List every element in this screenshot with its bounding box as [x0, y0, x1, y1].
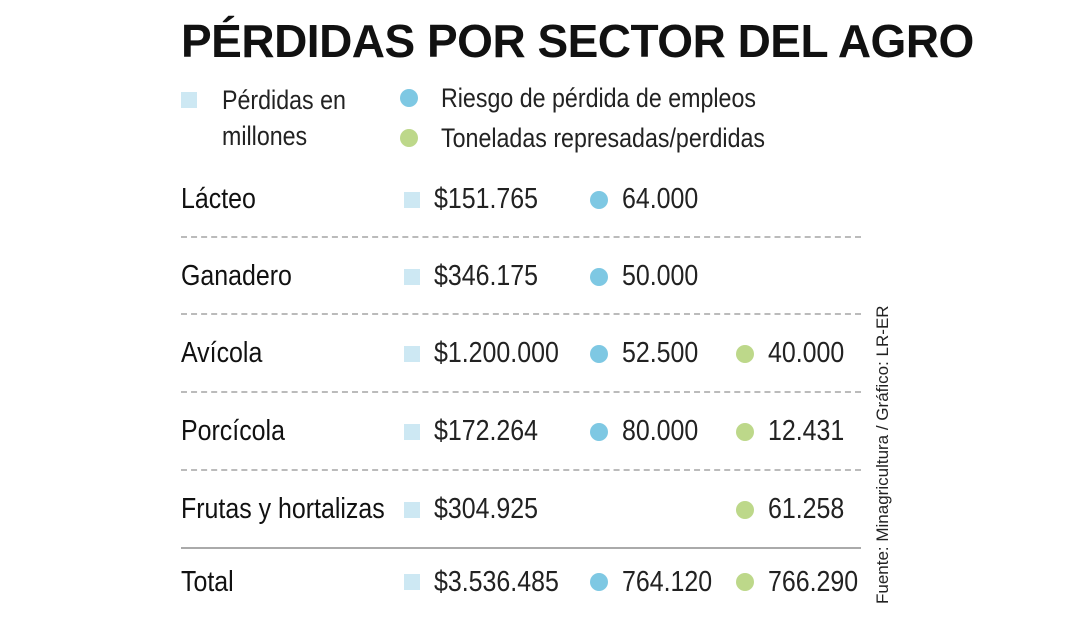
row-divider	[181, 236, 861, 238]
losses-cell: $1.200.000	[404, 315, 579, 392]
jobs-cell: 764.120	[590, 545, 727, 619]
square-marker	[404, 345, 420, 362]
blue-dot	[590, 344, 608, 363]
table-row: Frutas y hortalizas $304.925 61.258	[181, 471, 861, 548]
tons-value: 61.258	[768, 493, 845, 525]
square-marker	[404, 501, 420, 518]
tons-cell: 61.258	[736, 471, 857, 548]
blue-dot	[590, 267, 608, 286]
legend-tons-label: Toneladas represadas/perdidas	[441, 123, 766, 153]
tons-value: 40.000	[768, 337, 845, 369]
green-dot	[736, 344, 754, 363]
tons-cell: 766.290	[736, 545, 873, 619]
losses-cell: $151.765	[404, 161, 555, 238]
table-row: Porcícola $172.264 80.000 12.431	[181, 393, 861, 470]
sector-label: Frutas y hortalizas	[181, 493, 385, 525]
jobs-cell: 50.000	[590, 238, 711, 315]
legend-jobs-dot	[400, 89, 418, 107]
jobs-value: 764.120	[622, 565, 713, 598]
total-divider	[181, 547, 861, 549]
losses-value: $151.765	[434, 183, 539, 215]
total-row: Total $3.536.485 764.120 766.290	[181, 545, 861, 619]
chart-title: PÉRDIDAS POR SECTOR DEL AGRO	[181, 15, 974, 67]
green-dot	[736, 500, 754, 519]
jobs-value: 52.500	[622, 337, 699, 369]
table-row: Ganadero $346.175 50.000	[181, 238, 861, 315]
blue-dot	[590, 422, 608, 441]
legend-tons-dot	[400, 129, 418, 147]
losses-value: $1.200.000	[434, 337, 559, 369]
tons-cell: 12.431	[736, 393, 857, 470]
sector-label: Lácteo	[181, 183, 256, 215]
losses-value: $304.925	[434, 493, 539, 525]
jobs-cell: 52.500	[590, 315, 711, 392]
row-divider	[181, 469, 861, 471]
jobs-value: 50.000	[622, 260, 699, 292]
sector-label: Avícola	[181, 337, 263, 369]
source-credit: Fuente: Minagricultura / Gráfico: LR-ER	[873, 305, 892, 604]
row-divider	[181, 391, 861, 393]
losses-cell: $172.264	[404, 393, 555, 470]
table-row: Avícola $1.200.000 52.500 40.000	[181, 315, 861, 392]
jobs-value: 64.000	[622, 183, 699, 215]
square-marker	[404, 191, 420, 208]
square-marker	[404, 268, 420, 285]
blue-dot	[590, 190, 608, 209]
square-marker	[404, 423, 420, 440]
square-marker	[404, 574, 420, 590]
blue-dot	[590, 573, 608, 591]
losses-value: $3.536.485	[434, 565, 559, 598]
table-row: Lácteo $151.765 64.000	[181, 161, 861, 238]
tons-cell: 40.000	[736, 315, 857, 392]
legend-losses-line1: Pérdidas en	[222, 85, 346, 115]
total-label: Total	[181, 565, 234, 598]
losses-value: $346.175	[434, 260, 539, 292]
tons-value: 12.431	[768, 415, 845, 447]
jobs-cell: 64.000	[590, 161, 711, 238]
losses-cell: $3.536.485	[404, 545, 579, 619]
losses-value: $172.264	[434, 415, 539, 447]
losses-cell: $346.175	[404, 238, 555, 315]
legend-square-marker	[181, 92, 197, 108]
losses-cell: $304.925	[404, 471, 555, 548]
sector-label: Ganadero	[181, 260, 292, 292]
sector-label: Porcícola	[181, 415, 285, 447]
legend-jobs-label: Riesgo de pérdida de empleos	[441, 83, 756, 113]
green-dot	[736, 422, 754, 441]
legend-losses-line2: millones	[222, 121, 308, 151]
jobs-cell: 80.000	[590, 393, 711, 470]
green-dot	[736, 573, 754, 591]
tons-value: 766.290	[768, 565, 859, 598]
row-divider	[181, 313, 861, 315]
jobs-value: 80.000	[622, 415, 699, 447]
